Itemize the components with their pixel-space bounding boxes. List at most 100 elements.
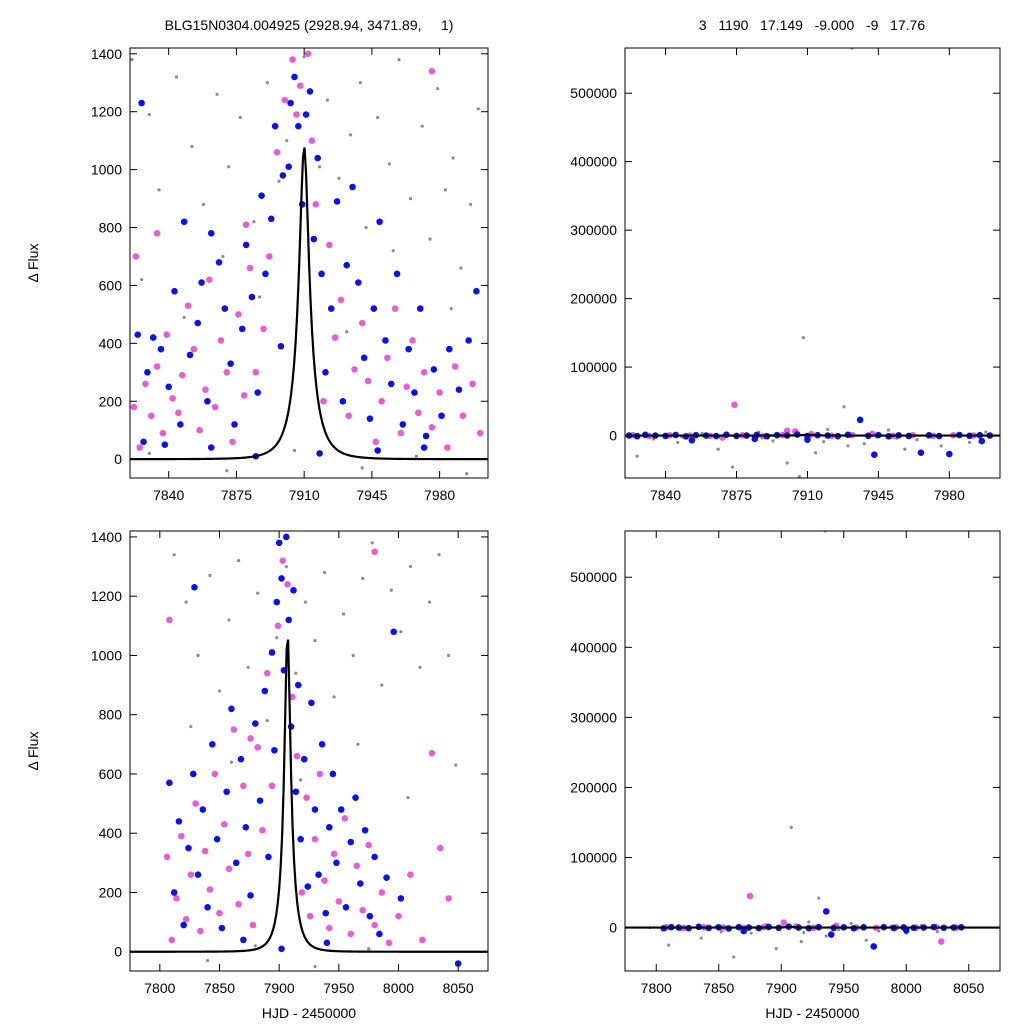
data-point xyxy=(184,600,188,604)
data-point xyxy=(785,461,789,465)
data-point xyxy=(258,192,265,199)
data-point xyxy=(157,188,161,192)
data-point xyxy=(207,444,215,451)
data-point xyxy=(335,898,343,905)
data-point xyxy=(393,270,401,278)
plot-area xyxy=(130,50,488,476)
data-point xyxy=(308,137,316,144)
data-point xyxy=(802,930,806,935)
data-point xyxy=(149,334,157,341)
y-tick-label: 500000 xyxy=(570,569,617,585)
data-point xyxy=(322,909,330,917)
data-point xyxy=(353,862,361,870)
panel-bottom-left: 7800 7850 7900 7950 8000 8050 0 200 400 600 800 100… xyxy=(25,529,489,1021)
data-point xyxy=(223,369,231,376)
data-point xyxy=(192,800,199,807)
data-point xyxy=(171,287,178,295)
plot-frame xyxy=(129,530,489,972)
data-point xyxy=(271,746,278,754)
data-point xyxy=(416,305,424,312)
model-curve xyxy=(625,925,1000,929)
data-point xyxy=(366,415,374,422)
data-point xyxy=(213,835,221,843)
data-point xyxy=(732,955,736,959)
data-point xyxy=(225,469,229,473)
y-tick-label: 400 xyxy=(99,335,123,351)
data-point xyxy=(364,377,372,385)
data-point xyxy=(207,230,215,237)
data-point xyxy=(279,172,287,179)
data-point xyxy=(345,330,349,334)
y-tick-label: 400 xyxy=(99,825,123,841)
data-point xyxy=(409,337,416,344)
data-point xyxy=(197,927,204,935)
data-point xyxy=(304,883,312,890)
x-tick-label: 8000 xyxy=(383,980,414,996)
data-point xyxy=(351,366,358,373)
data-point xyxy=(824,934,828,938)
data-point xyxy=(196,653,200,658)
data-point xyxy=(170,889,178,896)
data-point xyxy=(438,412,445,420)
data-point xyxy=(476,107,480,111)
data-point xyxy=(278,945,285,953)
y-tick-label: 200 xyxy=(99,884,123,900)
data-point xyxy=(376,930,383,938)
data-point xyxy=(244,850,252,858)
data-point xyxy=(283,533,290,541)
y-tick-label: 400000 xyxy=(570,154,617,170)
data-point xyxy=(175,409,182,417)
x-tick-label: 7945 xyxy=(356,487,387,503)
data-point xyxy=(370,541,374,545)
x-tick-label: 7900 xyxy=(766,980,797,996)
data-point xyxy=(218,924,226,932)
data-point xyxy=(327,305,335,312)
y-tick-label: 800 xyxy=(99,707,123,723)
data-point xyxy=(842,405,846,409)
x-tick-label: 7910 xyxy=(289,487,320,503)
data-point xyxy=(420,124,424,128)
data-point xyxy=(358,319,366,327)
data-point xyxy=(428,749,436,757)
data-point xyxy=(397,57,401,62)
left-title: BLG15N0304.004925 (2928.94, 3471.89, 1) xyxy=(165,17,454,33)
data-point xyxy=(130,57,134,62)
data-point xyxy=(387,380,395,388)
data-point xyxy=(267,215,275,223)
model-curve xyxy=(625,433,1000,437)
data-series xyxy=(662,892,960,945)
data-point xyxy=(275,539,283,547)
data-point xyxy=(217,337,225,344)
data-point xyxy=(799,939,803,944)
data-point xyxy=(246,665,250,669)
data-point xyxy=(140,438,147,446)
y-axis-label: Δ Flux xyxy=(25,244,41,283)
data-point xyxy=(797,475,801,478)
y-tick-label: 0 xyxy=(114,944,122,960)
data-point xyxy=(227,618,231,622)
data-point xyxy=(719,930,723,934)
data-point xyxy=(206,276,213,283)
data-point xyxy=(318,165,322,169)
data-point xyxy=(355,279,362,286)
data-point xyxy=(268,782,276,790)
data-point xyxy=(967,440,972,444)
data-point xyxy=(136,444,143,451)
data-point xyxy=(349,183,356,191)
data-series xyxy=(163,548,452,947)
data-point xyxy=(292,788,300,796)
data-point xyxy=(774,946,778,951)
data-series xyxy=(648,531,953,959)
data-point xyxy=(436,844,444,852)
data-point xyxy=(163,331,171,338)
data-point xyxy=(205,959,210,963)
data-point xyxy=(202,386,209,393)
data-point xyxy=(359,906,367,914)
data-point xyxy=(688,437,696,444)
data-point xyxy=(256,797,264,804)
data-point xyxy=(837,928,841,932)
y-tick-label: 800 xyxy=(99,220,123,236)
data-point xyxy=(201,202,206,206)
data-point xyxy=(902,927,910,934)
data-point xyxy=(198,279,205,286)
